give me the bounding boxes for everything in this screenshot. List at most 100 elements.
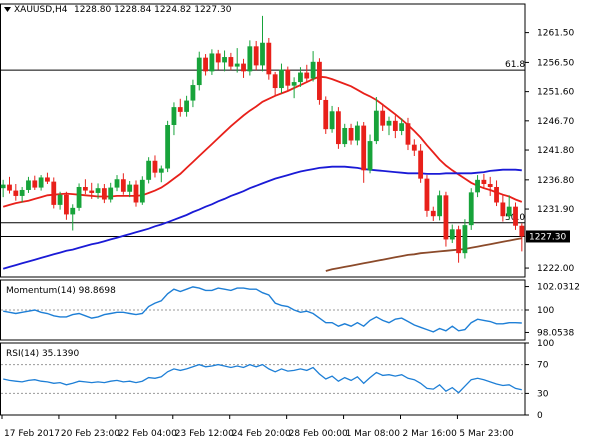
price-axis-label: 1241.80 xyxy=(537,146,574,156)
price-axis-label: 1246.70 xyxy=(537,117,574,127)
candle-bear xyxy=(215,53,221,63)
candle-bear xyxy=(443,195,449,240)
candle-bull xyxy=(247,46,253,72)
candle-bull xyxy=(114,179,120,188)
candle-bull xyxy=(139,179,145,203)
candle-bull xyxy=(298,72,303,83)
price-axis-label: 1251.60 xyxy=(537,88,574,98)
candle-bear xyxy=(481,179,487,185)
candle-bull xyxy=(354,125,360,141)
candle-bull xyxy=(386,120,392,126)
candle-bear xyxy=(336,111,341,145)
candle-bull xyxy=(158,168,164,173)
candle-bull xyxy=(367,141,373,171)
momentum-axis-label: 100 xyxy=(537,306,554,316)
candle-bull xyxy=(95,188,101,193)
candle-bear xyxy=(285,69,291,86)
candle-bear xyxy=(266,42,272,75)
price-axis-label: 1236.80 xyxy=(537,176,574,186)
ma-red-line xyxy=(2,75,523,208)
rsi-label: RSI(14) 35.1390 xyxy=(6,349,79,359)
price-axis-label: 1261.50 xyxy=(537,29,574,39)
candle-bear xyxy=(418,150,424,179)
candle-bull xyxy=(342,127,348,145)
candle-bull xyxy=(146,160,152,180)
candle-bull xyxy=(234,63,240,67)
candle-bear xyxy=(361,125,367,171)
time-axis-label: 17 Feb 2017 xyxy=(4,429,60,439)
momentum-axis-label: 98.0538 xyxy=(537,328,574,338)
candle-bear xyxy=(64,194,69,215)
candle-bear xyxy=(317,61,322,100)
candle-bull xyxy=(209,53,215,72)
momentum-axis-label: 102.0312 xyxy=(537,283,580,293)
rsi-axis-label: 30 xyxy=(537,389,549,399)
candle-bull xyxy=(399,123,405,131)
momentum-label: Momentum(14) 98.8698 xyxy=(6,286,116,296)
candle-bear xyxy=(45,177,50,182)
candle-bull xyxy=(165,125,171,169)
candle-bear xyxy=(411,144,417,151)
candle-bear xyxy=(380,110,386,126)
candle-bear xyxy=(405,123,411,145)
candle-bear xyxy=(456,229,461,254)
time-axis-label: 20 Feb 23:00 xyxy=(61,429,120,439)
candle-bull xyxy=(506,206,512,217)
candle-bear xyxy=(272,74,278,89)
candle-bear xyxy=(323,99,329,130)
price-axis-label: 1256.50 xyxy=(537,58,574,68)
candle-bear xyxy=(32,180,38,188)
time-axis-label: 22 Feb 04:00 xyxy=(118,429,177,439)
candle-bull xyxy=(76,186,82,208)
momentum-panel: 102.0312 100 98.0538 xyxy=(0,279,580,341)
price-panel-frame xyxy=(0,3,526,278)
candle-bear xyxy=(424,178,430,211)
candle-bear xyxy=(101,188,107,200)
level-label: 61.8 xyxy=(505,60,525,70)
candle-bear xyxy=(177,107,183,112)
price-box-label: 1227.30 xyxy=(529,232,566,242)
candle-bull xyxy=(57,194,63,205)
rsi-line xyxy=(3,363,522,394)
price-panel: 1261.50 1256.50 1251.60 1246.70 1241.80 1236.… xyxy=(0,3,574,278)
rsi-axis-label: 70 xyxy=(537,361,549,371)
rsi-panel: 100 70 30 0 xyxy=(0,339,554,421)
candle-bull xyxy=(196,57,202,86)
candle-bear xyxy=(89,190,95,193)
time-axis-label: 23 Feb 12:00 xyxy=(175,429,234,439)
ma-brown-line xyxy=(325,237,522,272)
time-axis-label: 5 Mar 23:00 xyxy=(459,429,514,439)
candle-bear xyxy=(519,225,525,237)
candle-bear xyxy=(120,179,126,192)
candle-bull xyxy=(184,100,189,112)
candle-bull xyxy=(468,192,474,226)
candle-bear xyxy=(430,210,436,217)
candle-bull xyxy=(279,69,284,89)
candle-bear xyxy=(13,190,19,196)
candle-bull xyxy=(329,111,335,130)
candle-bull xyxy=(449,229,455,240)
candle-bull xyxy=(310,61,316,79)
rsi-axis-label: 100 xyxy=(537,339,554,349)
time-axis-label: 1 Mar 08:00 xyxy=(346,429,401,439)
candle-bear xyxy=(513,206,518,226)
time-axis-label: 24 Feb 20:00 xyxy=(232,429,291,439)
ohlc-values: 1228.80 1228.84 1224.82 1227.30 xyxy=(74,5,232,15)
price-axis-label: 1222.00 xyxy=(537,264,574,274)
price-box xyxy=(526,230,570,243)
candle-bear xyxy=(133,184,139,203)
candle-bull xyxy=(373,110,379,142)
candle-bear xyxy=(500,202,506,217)
candle-bull xyxy=(38,177,44,188)
candle-bear xyxy=(7,184,12,191)
rsi-panel-frame xyxy=(0,342,526,416)
ma-blue-line xyxy=(2,165,522,270)
candle-bull xyxy=(19,189,25,196)
candle-bull xyxy=(260,42,265,66)
candle-bull xyxy=(222,57,227,63)
symbol-triangle-icon xyxy=(4,7,11,12)
candle-bear xyxy=(348,127,354,141)
candle-bear xyxy=(82,186,88,191)
